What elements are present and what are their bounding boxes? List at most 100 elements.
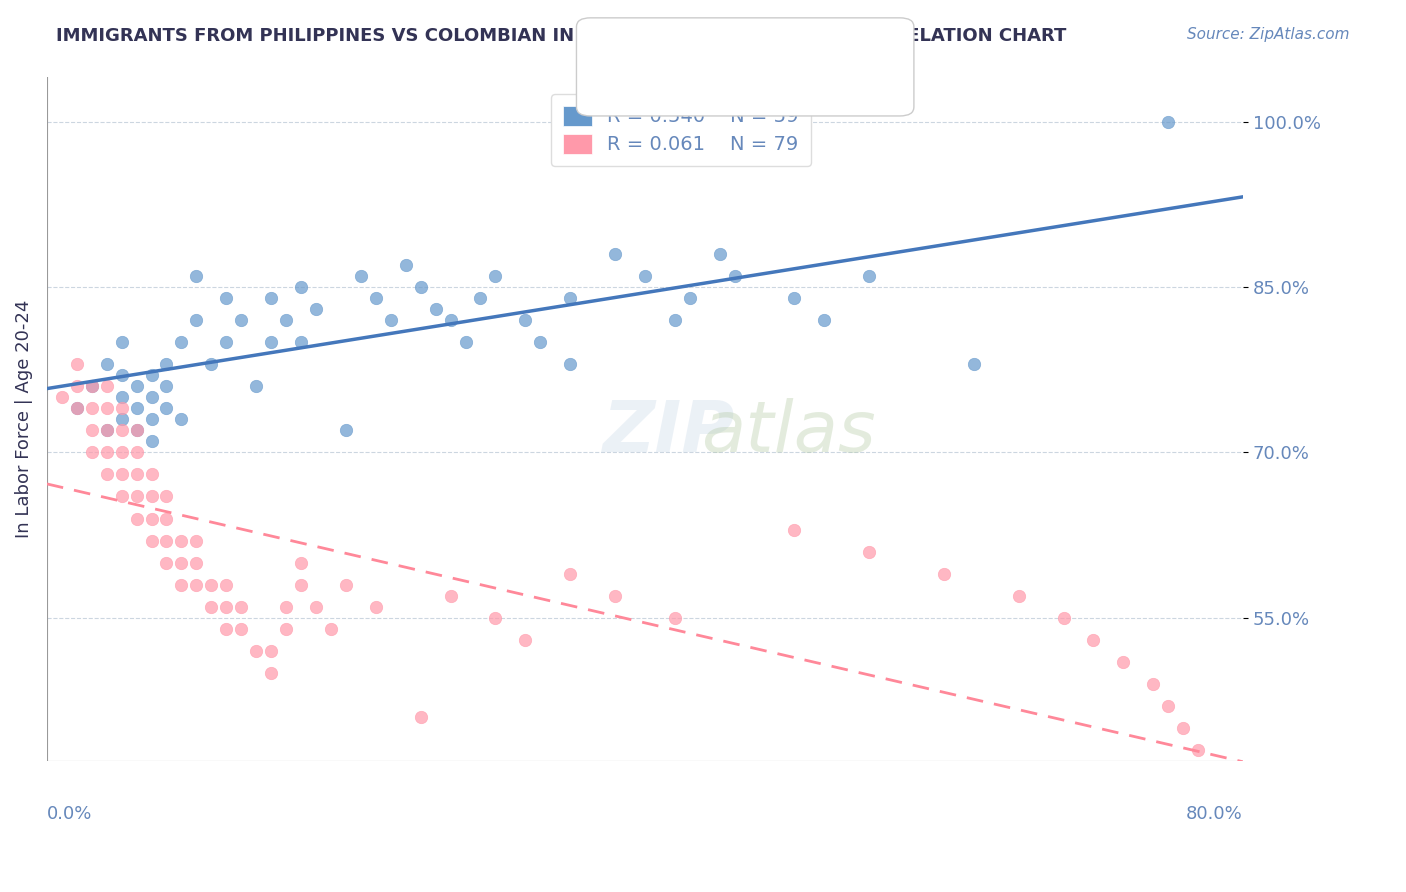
Point (1008, 589, 1031, 603)
Point (319, 622, 342, 636)
Point (125, 490, 148, 504)
Point (963, 357, 986, 371)
Point (560, 566, 582, 581)
Point (125, 379, 148, 393)
Point (290, 335, 312, 350)
Point (664, 611, 686, 625)
Point (96, 467, 118, 482)
Point (274, 313, 297, 327)
Point (155, 556, 177, 570)
Point (305, 599, 328, 614)
Point (260, 335, 283, 350)
Point (409, 710, 432, 724)
Text: IMMIGRANTS FROM PHILIPPINES VS COLOMBIAN IN LABOR FORCE | AGE 20-24 CORRELATION : IMMIGRANTS FROM PHILIPPINES VS COLOMBIAN… (56, 27, 1067, 45)
Point (66, 379, 89, 393)
Point (932, 566, 955, 581)
Point (80, 379, 103, 393)
Point (80, 379, 103, 393)
Legend: R = 0.540    N = 59, R = 0.061    N = 79: R = 0.540 N = 59, R = 0.061 N = 79 (551, 94, 811, 166)
Point (245, 379, 267, 393)
Point (155, 490, 177, 504)
Point (364, 291, 387, 305)
Point (215, 335, 238, 350)
Text: Source: ZipAtlas.com: Source: ZipAtlas.com (1187, 27, 1350, 42)
Point (1216, 809, 1239, 823)
Point (1232, 831, 1254, 846)
Point (215, 599, 238, 614)
Point (125, 423, 148, 437)
Point (96, 357, 118, 371)
Point (1142, 677, 1164, 691)
Point (186, 533, 208, 548)
Point (111, 445, 134, 459)
Point (141, 434, 163, 449)
Point (111, 390, 134, 404)
Point (111, 412, 134, 426)
Point (141, 390, 163, 404)
Point (454, 335, 477, 350)
Point (813, 313, 835, 327)
Point (1157, 699, 1180, 714)
Point (231, 622, 253, 636)
Point (858, 544, 880, 558)
Point (1187, 743, 1209, 757)
Point (439, 313, 461, 327)
Point (1052, 611, 1074, 625)
Point (66, 401, 89, 416)
Point (186, 578, 208, 592)
Point (155, 379, 177, 393)
Point (200, 357, 222, 371)
Point (170, 335, 193, 350)
Point (425, 301, 447, 316)
Point (141, 412, 163, 426)
Point (141, 368, 163, 383)
Point (111, 368, 134, 383)
Point (515, 313, 537, 327)
Point (335, 423, 357, 437)
Point (274, 599, 297, 614)
Point (1083, 632, 1105, 647)
Point (141, 490, 163, 504)
Point (634, 268, 657, 283)
Point (96, 423, 118, 437)
Point (709, 247, 731, 261)
Point (96, 379, 118, 393)
Point (170, 578, 193, 592)
Point (170, 533, 193, 548)
Point (1202, 765, 1225, 780)
Point (186, 268, 208, 283)
Point (215, 291, 238, 305)
Point (858, 268, 880, 283)
Point (200, 578, 222, 592)
Point (155, 401, 177, 416)
Point (141, 511, 163, 525)
Point (186, 313, 208, 327)
Point (111, 335, 134, 350)
Point (409, 280, 432, 294)
Text: 0.0%: 0.0% (46, 805, 93, 823)
Point (679, 291, 702, 305)
Point (96, 445, 118, 459)
Point (170, 412, 193, 426)
Point (80, 445, 103, 459)
Point (141, 467, 163, 482)
Point (111, 401, 134, 416)
Point (215, 578, 238, 592)
Point (290, 556, 312, 570)
Y-axis label: In Labor Force | Age 20-24: In Labor Force | Age 20-24 (15, 300, 32, 539)
Point (603, 247, 626, 261)
Point (125, 401, 148, 416)
Point (380, 313, 402, 327)
Point (111, 423, 134, 437)
Point (335, 578, 357, 592)
Point (603, 589, 626, 603)
Point (96, 423, 118, 437)
Point (155, 357, 177, 371)
Point (231, 313, 253, 327)
Point (470, 291, 492, 305)
Point (125, 511, 148, 525)
Point (260, 291, 283, 305)
Point (231, 599, 253, 614)
Point (111, 467, 134, 482)
Point (155, 511, 177, 525)
